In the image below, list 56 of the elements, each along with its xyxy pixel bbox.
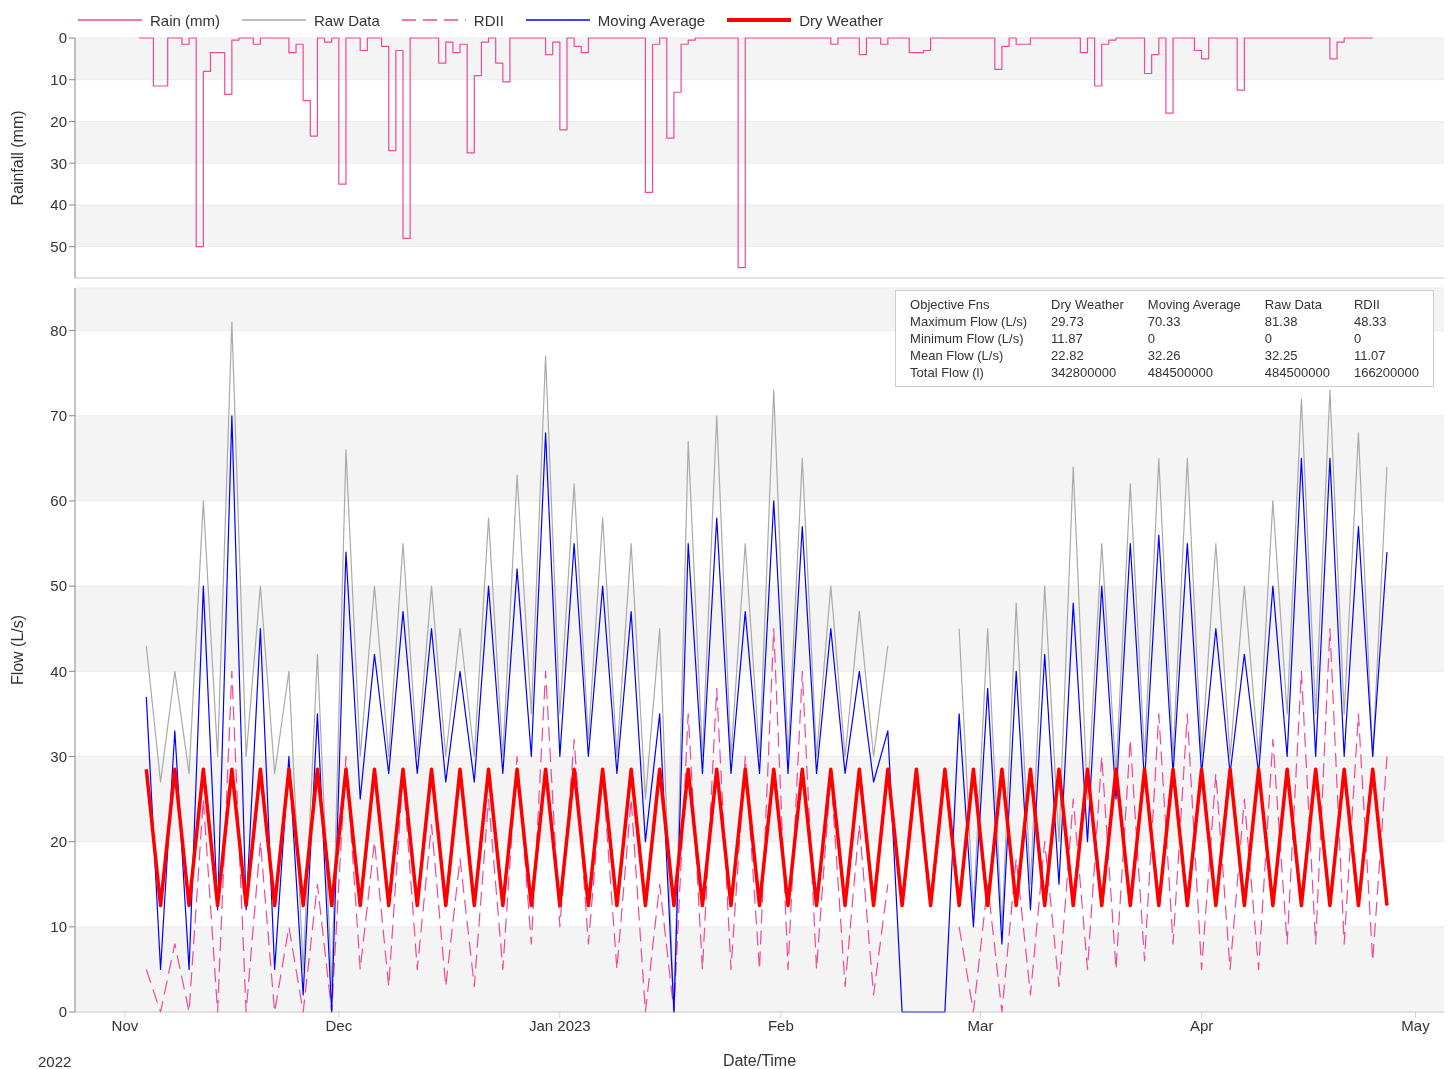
y-tick-label: 40 (50, 196, 67, 214)
x-tick-label: Jan 2023 (528, 1016, 591, 1034)
annotation: 70.33 (1147, 313, 1182, 330)
legend-label: Moving Average (597, 11, 706, 29)
y-tick-label: 70 (50, 407, 67, 425)
y-axis-title: Rainfall (mm) (8, 110, 26, 206)
y-tick-label: 50 (50, 238, 67, 256)
annotation: 22.82 (1051, 347, 1085, 364)
annotation: Objective Fns (910, 296, 991, 313)
x-axis-title: Date/Time (722, 1052, 797, 1069)
x-tick-label: Mar (967, 1016, 994, 1034)
y-tick-label: 30 (50, 154, 67, 172)
y-tick-label: 50 (50, 577, 67, 595)
annotation: 48.33 (1353, 313, 1388, 330)
annotation: Dry Weather (1051, 296, 1124, 313)
y-tick-label: 60 (50, 492, 67, 510)
text: 2022 (38, 1053, 72, 1069)
y-tick-label: 0 (58, 29, 67, 47)
annotation: Minimum Flow (L/s) (910, 330, 1025, 347)
annotation: 484500000 (1147, 364, 1214, 381)
legend-label: Raw Data (314, 11, 380, 29)
annotation: 81.38 (1264, 313, 1299, 330)
x-tick-label: Feb (767, 1016, 794, 1034)
annotation: 11.87 (1051, 330, 1084, 347)
y-axis-title: Flow (L/s) (8, 614, 26, 686)
legend-label: Rain (mm) (150, 11, 220, 29)
annotation: 32.26 (1147, 347, 1182, 364)
x-tick-label: May (1401, 1016, 1431, 1034)
x-tick-label: Dec (325, 1016, 353, 1034)
y-tick-label: 20 (50, 112, 67, 130)
x-tick-label: Nov (111, 1016, 139, 1034)
annotation: 166200000 (1353, 364, 1419, 381)
annotation: RDII (1353, 296, 1381, 313)
annotation: 0 (1353, 330, 1363, 347)
y-tick-label: 20 (50, 832, 67, 850)
annotation: Raw Data (1264, 296, 1323, 313)
annotation: 484500000 (1264, 364, 1330, 381)
annotation: 29.73 (1051, 313, 1085, 330)
annotation: Total Flow (l) (910, 364, 985, 381)
annotation: 32.25 (1264, 347, 1299, 364)
y-tick-label: 30 (50, 747, 67, 765)
y-tick-label: 0 (58, 1003, 67, 1021)
annotation: Mean Flow (L/s) (910, 347, 1005, 364)
y-tick-label: 10 (50, 71, 67, 89)
annotation: 342800000 (1051, 364, 1118, 381)
legend-label: Dry Weather (799, 11, 884, 29)
annotation: Maximum Flow (L/s) (910, 313, 1028, 330)
legend-label: RDII (473, 11, 504, 29)
y-tick-label: 40 (50, 662, 67, 680)
x-tick-label: Apr (1189, 1016, 1214, 1034)
annotation: 0 (1264, 330, 1274, 347)
annotation: Moving Average (1147, 296, 1241, 313)
y-tick-label: 10 (50, 918, 67, 936)
annotation: 0 (1147, 330, 1157, 347)
y-tick-label: 80 (50, 321, 67, 339)
annotation: 11.07 (1353, 347, 1387, 364)
